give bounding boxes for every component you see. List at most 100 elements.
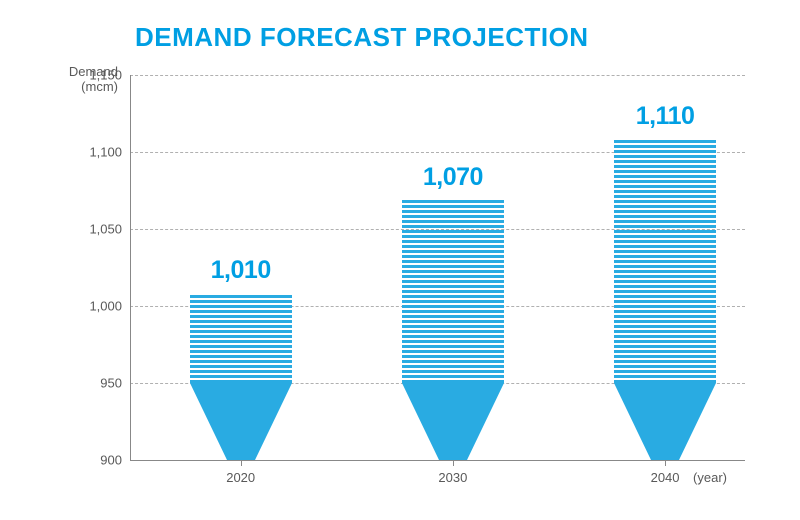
y-tick-label: 1,150 bbox=[89, 68, 130, 83]
bar-slice bbox=[402, 280, 504, 283]
bar-slice bbox=[614, 320, 716, 323]
bar-slice bbox=[402, 330, 504, 333]
bar-slice bbox=[614, 165, 716, 168]
bar-slice bbox=[614, 155, 716, 158]
bar-slice bbox=[614, 360, 716, 363]
bar-slice bbox=[614, 300, 716, 303]
bar-slice bbox=[614, 235, 716, 238]
x-tick bbox=[453, 460, 454, 466]
x-tick bbox=[241, 460, 242, 466]
bar-slice bbox=[614, 315, 716, 318]
bar-slice bbox=[402, 305, 504, 308]
bar-slice bbox=[402, 300, 504, 303]
bar-slice bbox=[614, 335, 716, 338]
bar-slice bbox=[614, 295, 716, 298]
bar-slice bbox=[402, 200, 504, 203]
bar-slice bbox=[614, 325, 716, 328]
bar-slice bbox=[614, 180, 716, 183]
bar-slice bbox=[402, 210, 504, 213]
bar-slice bbox=[402, 225, 504, 228]
bar-slice bbox=[614, 350, 716, 353]
bar-slice bbox=[402, 345, 504, 348]
bar-slice bbox=[614, 290, 716, 293]
bar-slice bbox=[614, 160, 716, 163]
bar-base bbox=[190, 383, 292, 460]
bar-slice bbox=[614, 275, 716, 278]
bar-slice bbox=[402, 230, 504, 233]
x-tick-label: 2020 bbox=[226, 470, 255, 485]
bar-slice bbox=[402, 320, 504, 323]
bar-slice bbox=[402, 335, 504, 338]
bar-slice bbox=[614, 370, 716, 373]
bar-slice bbox=[614, 355, 716, 358]
bar-slice bbox=[190, 335, 292, 338]
bar-slice bbox=[190, 320, 292, 323]
bar-slice bbox=[614, 140, 716, 143]
bar-slice bbox=[614, 265, 716, 268]
bar-slice bbox=[402, 215, 504, 218]
bar-slice bbox=[402, 255, 504, 258]
bar-slice bbox=[190, 360, 292, 363]
bar-slice bbox=[614, 215, 716, 218]
bar-slice bbox=[402, 240, 504, 243]
bar-slice bbox=[402, 365, 504, 368]
bar-slice bbox=[402, 250, 504, 253]
bar-slice bbox=[190, 380, 292, 383]
bar-slice bbox=[402, 325, 504, 328]
bar-slice bbox=[190, 325, 292, 328]
bar-slice bbox=[614, 255, 716, 258]
bar-slice bbox=[614, 230, 716, 233]
bar-slice bbox=[190, 315, 292, 318]
bar-slice bbox=[402, 310, 504, 313]
bar-slice bbox=[614, 270, 716, 273]
bar-slice bbox=[190, 350, 292, 353]
y-tick-label: 950 bbox=[100, 376, 130, 391]
y-tick-label: 1,000 bbox=[89, 299, 130, 314]
x-tick bbox=[665, 460, 666, 466]
bar-value-label: 1,070 bbox=[423, 163, 483, 192]
bar-slice bbox=[402, 260, 504, 263]
y-axis-line bbox=[130, 75, 131, 460]
bar-slice bbox=[402, 270, 504, 273]
bar-slice bbox=[190, 300, 292, 303]
bar-slice bbox=[402, 235, 504, 238]
bar-value-label: 1,110 bbox=[636, 102, 695, 131]
bar-slice bbox=[614, 260, 716, 263]
bar-slice bbox=[614, 245, 716, 248]
bar-slice bbox=[402, 380, 504, 383]
bar-slice bbox=[614, 150, 716, 153]
plot-area: 9009501,0001,0501,1001,1501,01020201,070… bbox=[130, 75, 745, 460]
y-tick-label: 900 bbox=[100, 453, 130, 468]
bar-slice bbox=[402, 370, 504, 373]
bar-base bbox=[614, 383, 716, 460]
bar-slice bbox=[614, 365, 716, 368]
bar-slice bbox=[402, 350, 504, 353]
bar-slice bbox=[614, 305, 716, 308]
bar-slice bbox=[402, 295, 504, 298]
bar-slice bbox=[190, 305, 292, 308]
bar-slice bbox=[402, 315, 504, 318]
gridline bbox=[130, 75, 745, 77]
bar-slice bbox=[614, 210, 716, 213]
bar-slice bbox=[190, 340, 292, 343]
bar-slice bbox=[614, 330, 716, 333]
bar-slice bbox=[614, 190, 716, 193]
bar-slice bbox=[402, 355, 504, 358]
bar-slice bbox=[614, 200, 716, 203]
bar-slice bbox=[402, 290, 504, 293]
bar-slice bbox=[190, 310, 292, 313]
bar-slice bbox=[190, 375, 292, 378]
bar-slice bbox=[614, 145, 716, 148]
bar-base bbox=[402, 383, 504, 460]
bar-slice bbox=[190, 345, 292, 348]
chart-title: DEMAND FORECAST PROJECTION bbox=[135, 22, 589, 53]
bar-slice bbox=[190, 355, 292, 358]
bar-slice bbox=[402, 245, 504, 248]
bar-slice bbox=[614, 285, 716, 288]
bar-slice bbox=[402, 375, 504, 378]
bar-slice bbox=[190, 295, 292, 298]
bar-slice bbox=[614, 375, 716, 378]
bar-slice bbox=[614, 185, 716, 188]
bar-slice bbox=[402, 285, 504, 288]
demand-forecast-chart: DEMAND FORECAST PROJECTION Demand (mcm) … bbox=[0, 0, 800, 520]
